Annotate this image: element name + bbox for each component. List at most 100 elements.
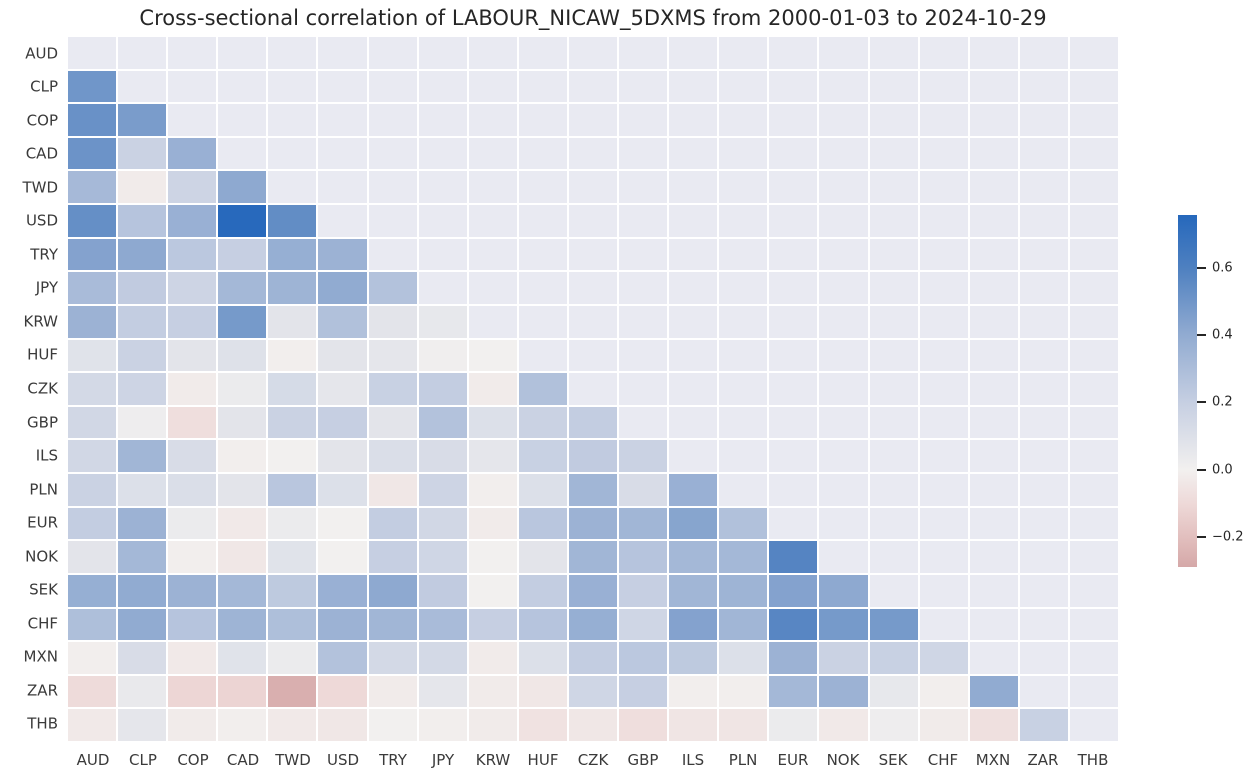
masked-cell xyxy=(518,339,567,372)
colorbar-tick-mark xyxy=(1197,468,1206,471)
masked-cell xyxy=(1019,171,1068,204)
heatmap-cell xyxy=(318,474,367,506)
heatmap-cell xyxy=(518,507,567,540)
heatmap-cell xyxy=(118,541,167,573)
masked-cell xyxy=(1019,205,1068,237)
y-tick-label: PLN xyxy=(29,480,58,499)
heatmap-cell xyxy=(218,238,267,271)
y-tick-label: CHF xyxy=(27,614,58,633)
masked-cell xyxy=(568,272,618,304)
masked-cell xyxy=(769,272,818,304)
heatmap-cell xyxy=(568,574,618,607)
masked-cell xyxy=(418,238,467,271)
masked-cell xyxy=(969,608,1018,641)
heatmap-cell xyxy=(518,709,567,741)
heatmap-cell xyxy=(318,440,367,473)
masked-cell xyxy=(518,305,567,338)
masked-cell xyxy=(268,137,317,170)
masked-cell xyxy=(769,406,818,439)
y-tick-label: CLP xyxy=(30,77,58,96)
heatmap-cell xyxy=(168,373,217,405)
heatmap-cell xyxy=(218,339,267,372)
heatmap-cell xyxy=(719,709,768,741)
heatmap-cell xyxy=(468,541,517,573)
x-tick-label: MXN xyxy=(975,751,1011,769)
heatmap-cell xyxy=(769,709,818,741)
masked-cell xyxy=(418,137,467,170)
masked-cell xyxy=(368,70,417,103)
masked-cell xyxy=(869,137,918,170)
masked-cell xyxy=(1069,440,1118,473)
heatmap-cell xyxy=(318,339,367,372)
heatmap-cell xyxy=(719,541,768,573)
masked-cell xyxy=(619,305,668,338)
masked-cell xyxy=(568,205,618,237)
masked-cell xyxy=(1019,574,1068,607)
x-tick-label: CZK xyxy=(577,751,609,769)
heatmap-cell xyxy=(118,675,167,708)
y-tick-label: MXN xyxy=(23,647,58,666)
masked-cell xyxy=(769,474,818,506)
masked-cell xyxy=(1069,709,1118,741)
heatmap-cell xyxy=(168,474,217,506)
masked-cell xyxy=(368,37,417,69)
masked-cell xyxy=(919,507,968,540)
masked-cell xyxy=(568,137,618,170)
heatmap-cell xyxy=(218,507,267,540)
colorbar-tick-mark xyxy=(1197,334,1206,337)
masked-cell xyxy=(268,171,317,204)
heatmap-cell xyxy=(118,474,167,506)
masked-cell xyxy=(318,70,367,103)
masked-cell xyxy=(1019,608,1068,641)
masked-cell xyxy=(1019,137,1068,170)
heatmap-cell xyxy=(168,642,217,674)
masked-cell xyxy=(969,70,1018,103)
masked-cell xyxy=(1019,238,1068,271)
heatmap-cell xyxy=(68,608,117,641)
heatmap-cell xyxy=(468,507,517,540)
heatmap-cell xyxy=(118,205,167,237)
colorbar xyxy=(1178,215,1197,567)
masked-cell xyxy=(218,37,267,69)
masked-cell xyxy=(518,37,567,69)
masked-cell xyxy=(669,272,718,304)
heatmap-cell xyxy=(68,507,117,540)
heatmap-cell xyxy=(368,642,417,674)
masked-cell xyxy=(719,339,768,372)
masked-cell xyxy=(819,541,868,573)
masked-cell xyxy=(719,37,768,69)
heatmap-cell xyxy=(418,339,467,372)
heatmap-cell xyxy=(118,339,167,372)
heatmap-cell xyxy=(318,541,367,573)
heatmap-cell xyxy=(418,440,467,473)
heatmap-cell xyxy=(68,709,117,741)
masked-cell xyxy=(969,373,1018,405)
heatmap-cell xyxy=(919,709,968,741)
masked-cell xyxy=(1019,37,1068,69)
masked-cell xyxy=(518,238,567,271)
heatmap-cell xyxy=(218,608,267,641)
y-tick-label: JPY xyxy=(35,278,58,297)
heatmap-cell xyxy=(268,305,317,338)
heatmap-cell xyxy=(168,709,217,741)
masked-cell xyxy=(1069,238,1118,271)
heatmap-cell xyxy=(568,642,618,674)
masked-cell xyxy=(418,272,467,304)
masked-cell xyxy=(869,406,918,439)
heatmap-cell xyxy=(168,675,217,708)
y-tick-label: CZK xyxy=(27,379,58,398)
masked-cell xyxy=(969,574,1018,607)
masked-cell xyxy=(769,171,818,204)
masked-cell xyxy=(568,339,618,372)
heatmap-cell xyxy=(68,675,117,708)
heatmap-cell xyxy=(268,238,317,271)
masked-cell xyxy=(218,70,267,103)
heatmap-cell xyxy=(68,104,117,136)
heatmap-cell xyxy=(568,474,618,506)
heatmap-cell xyxy=(168,238,217,271)
masked-cell xyxy=(318,104,367,136)
masked-cell xyxy=(819,440,868,473)
y-tick-label: THB xyxy=(27,714,58,733)
masked-cell xyxy=(619,205,668,237)
heatmap-cell xyxy=(268,339,317,372)
